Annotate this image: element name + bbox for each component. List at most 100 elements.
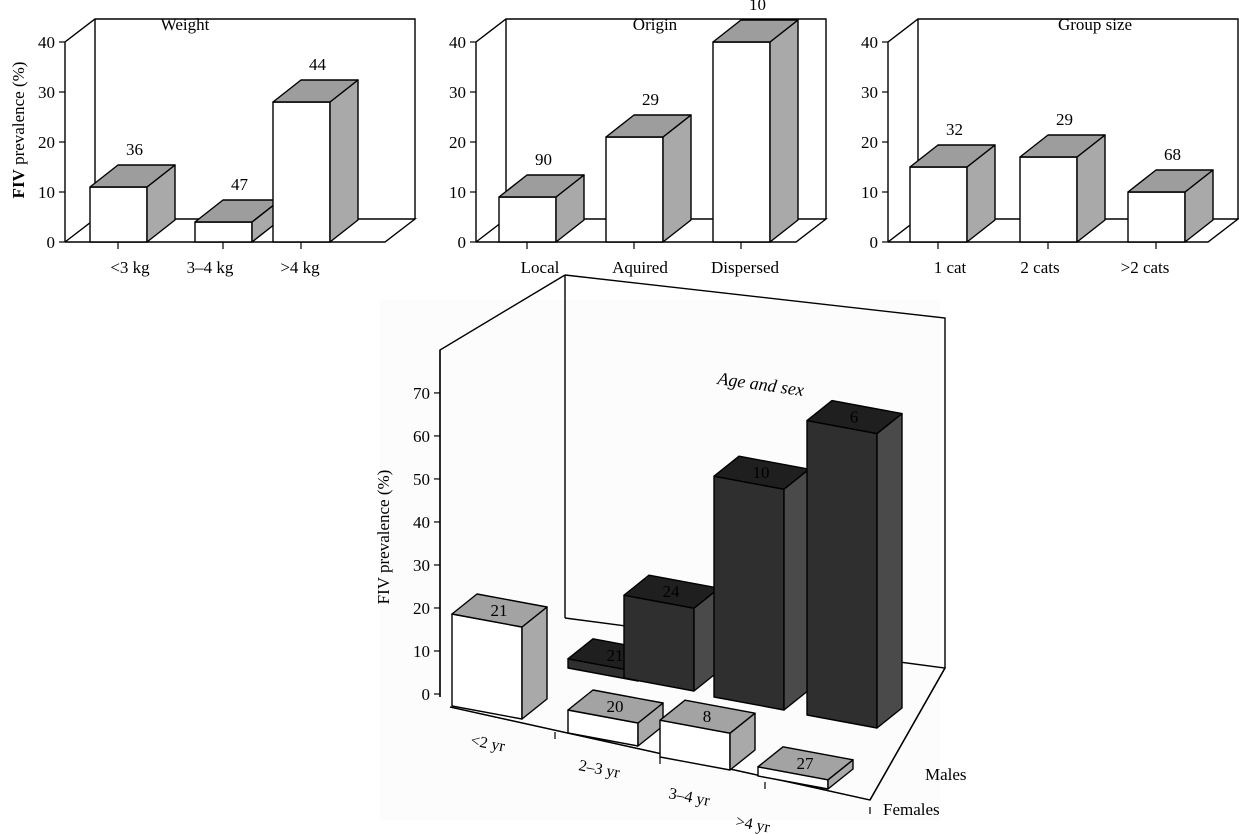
chart-1-bar-top bbox=[605, 114, 692, 138]
chart-2-bar-front bbox=[1127, 191, 1186, 243]
chart-1-ytick-label: 20 bbox=[449, 133, 466, 152]
chart-3-females-bar-3-4-yr: 8 bbox=[659, 699, 756, 771]
chart-1-bar-n-label: 29 bbox=[642, 90, 659, 109]
chart-0-bar-front bbox=[194, 221, 253, 243]
chart-3-males-bar-2-3-yr-front bbox=[623, 594, 695, 692]
chart-2-ytick-label: 0 bbox=[870, 233, 879, 252]
chart-3-females-bar-2-yr: 21 bbox=[451, 593, 548, 720]
chart-2-ytick-label: 30 bbox=[861, 83, 878, 102]
origin-panel: 0 10 20 30 40 Origin Local Aquired Dispersed 90 29… bbox=[449, 0, 829, 277]
chart-3-category-4-yr: >4 yr bbox=[734, 813, 772, 834]
top-y-axis-label: FIV prevalence (%) bbox=[9, 62, 28, 199]
bottom-y-axis-label: FIV prevalence (%) bbox=[374, 470, 393, 605]
chart-1-ytick-label: 10 bbox=[449, 183, 466, 202]
chart-2-bar-2-cats bbox=[1019, 134, 1106, 243]
chart-1-ytick-label: 40 bbox=[449, 33, 466, 52]
chart-3-females-bar-4-yr: 27 bbox=[757, 746, 854, 790]
chart-3-females-bar-3-4-yr-top bbox=[659, 699, 756, 734]
chart-3-males-bar-2-3-yr: 24 bbox=[623, 574, 720, 692]
chart-2-floor bbox=[887, 218, 1239, 243]
chart-3-ytick-label: 70 bbox=[413, 384, 430, 403]
chart-3-females-bar-2-3-yr-n-label: 20 bbox=[607, 697, 624, 716]
chart-3-ytick-label: 10 bbox=[413, 642, 430, 661]
chart-2-category-1-cat: 1 cat bbox=[934, 258, 967, 277]
chart-0-category-3-kg: <3 kg bbox=[110, 258, 150, 277]
chart-2-ytick-label: 40 bbox=[861, 33, 878, 52]
chart-1-floor bbox=[475, 218, 829, 243]
chart-2-category-2-cats: 2 cats bbox=[1020, 258, 1059, 277]
chart-1-ytick-label: 0 bbox=[458, 233, 467, 252]
chart-3-males-bar-3-4-yr: 10 bbox=[713, 455, 810, 711]
chart-1-ytick-label: 30 bbox=[449, 83, 466, 102]
chart-2-bar-front bbox=[1019, 156, 1078, 243]
chart-3-males-bar-3-4-yr-side bbox=[783, 468, 810, 711]
chart-2-ytick-label: 10 bbox=[861, 183, 878, 202]
chart-2-bar-top bbox=[1019, 134, 1106, 158]
chart-3-ytick-label: 50 bbox=[413, 470, 430, 489]
chart-3-males-bar-3-4-yr-n-label: 10 bbox=[753, 463, 770, 482]
chart-0-title: Weight bbox=[161, 15, 210, 34]
chart-1-bar-n-label: 10 bbox=[749, 0, 766, 14]
chart-0-ytick-label: 20 bbox=[38, 133, 55, 152]
chart-2-bar-n-label: 29 bbox=[1056, 110, 1073, 129]
chart-3-males-bar-2-3-yr-n-label: 24 bbox=[663, 582, 681, 601]
chart-1-bar-front bbox=[605, 136, 664, 243]
chart-0-bar-3-4-kg bbox=[194, 199, 281, 243]
chart-3-females-bar-4-yr-n-label: 27 bbox=[797, 754, 815, 773]
chart-0-ytick-label: 10 bbox=[38, 183, 55, 202]
weight-panel: 0 10 20 30 40 Weight <3 kg 3–4 kg >4 kg 36 47 44 bbox=[38, 15, 418, 277]
chart-2-bar-top bbox=[909, 144, 996, 168]
chart-1-bar-side bbox=[769, 19, 799, 243]
chart-0-ytick-label: 40 bbox=[38, 33, 55, 52]
chart-3-females-bar-2-3-yr-top bbox=[567, 689, 664, 724]
chart-1-bar-front bbox=[498, 196, 557, 243]
chart-3-ytick-label: 40 bbox=[413, 513, 430, 532]
group-size-panel: 0 10 20 30 40 Group size 1 cat 2 cats >2 cats 32 2… bbox=[861, 15, 1239, 277]
chart-1-bar-dispersed bbox=[712, 19, 799, 243]
chart-3-females-bar-4-yr-top bbox=[757, 746, 854, 781]
chart-0-bar-front bbox=[89, 186, 148, 243]
chart-2-bar-n-label: 68 bbox=[1164, 145, 1181, 164]
chart-3-males-bar-4-yr-top bbox=[806, 399, 903, 435]
chart-3-depth-axis bbox=[869, 667, 946, 801]
chart-0-bar-3-kg bbox=[89, 164, 176, 243]
chart-0-bar-n-label: 36 bbox=[126, 140, 143, 159]
chart-0-bar-front bbox=[272, 101, 331, 243]
chart-2-bar-n-label: 32 bbox=[946, 120, 963, 139]
chart-2-bar-2-cats bbox=[1127, 169, 1214, 243]
chart-1-bar-aquired bbox=[605, 114, 692, 243]
chart-3-males-bar-4-yr-front bbox=[806, 419, 878, 729]
chart-3-series-label-females: Females bbox=[883, 800, 940, 819]
chart-0-bar-4-kg bbox=[272, 79, 359, 243]
chart-3-males-bar-4-yr: 6 bbox=[806, 399, 903, 729]
chart-3-females-bar-2-yr-n-label: 21 bbox=[491, 601, 508, 620]
chart-0-bar-n-label: 47 bbox=[231, 175, 249, 194]
chart-3-females-bar-3-4-yr-n-label: 8 bbox=[703, 707, 712, 726]
chart-2-bar-1-cat bbox=[909, 144, 996, 243]
chart-0-bar-n-label: 44 bbox=[309, 55, 327, 74]
chart-3-males-bar-3-4-yr-front bbox=[713, 475, 785, 711]
chart-2-bar-top bbox=[1127, 169, 1214, 193]
chart-3-ytick-label: 0 bbox=[422, 685, 431, 704]
chart-2-title: Group size bbox=[1058, 15, 1132, 34]
chart-3-males-bar-4-yr-n-label: 6 bbox=[850, 408, 859, 427]
chart-1-bar-top bbox=[498, 174, 585, 198]
chart-3-category-2-yr: <2 yr bbox=[469, 732, 507, 755]
chart-3-males-bar-4-yr-side bbox=[876, 412, 903, 729]
chart-2-ytick-label: 20 bbox=[861, 133, 878, 152]
chart-3-females-bar-2-yr-front bbox=[451, 613, 523, 720]
chart-0-bar-side bbox=[329, 79, 359, 243]
chart-3-ytick-label: 20 bbox=[413, 599, 430, 618]
chart-1-category-aquired: Aquired bbox=[612, 258, 668, 277]
chart-1-category-dispersed: Dispersed bbox=[711, 258, 779, 277]
chart-3-series-label-males: Males bbox=[925, 765, 967, 784]
chart-1-bar-local bbox=[498, 174, 585, 243]
chart-3-ytick-label: 30 bbox=[413, 556, 430, 575]
chart-0-bar-top bbox=[272, 79, 359, 103]
chart-1-bar-front bbox=[712, 41, 771, 243]
chart-3-females-bar-2-yr-top bbox=[451, 593, 548, 628]
chart-3-males-bar-2-yr-n-label: 21 bbox=[607, 646, 624, 665]
chart-2-category-2-cats: >2 cats bbox=[1121, 258, 1170, 277]
